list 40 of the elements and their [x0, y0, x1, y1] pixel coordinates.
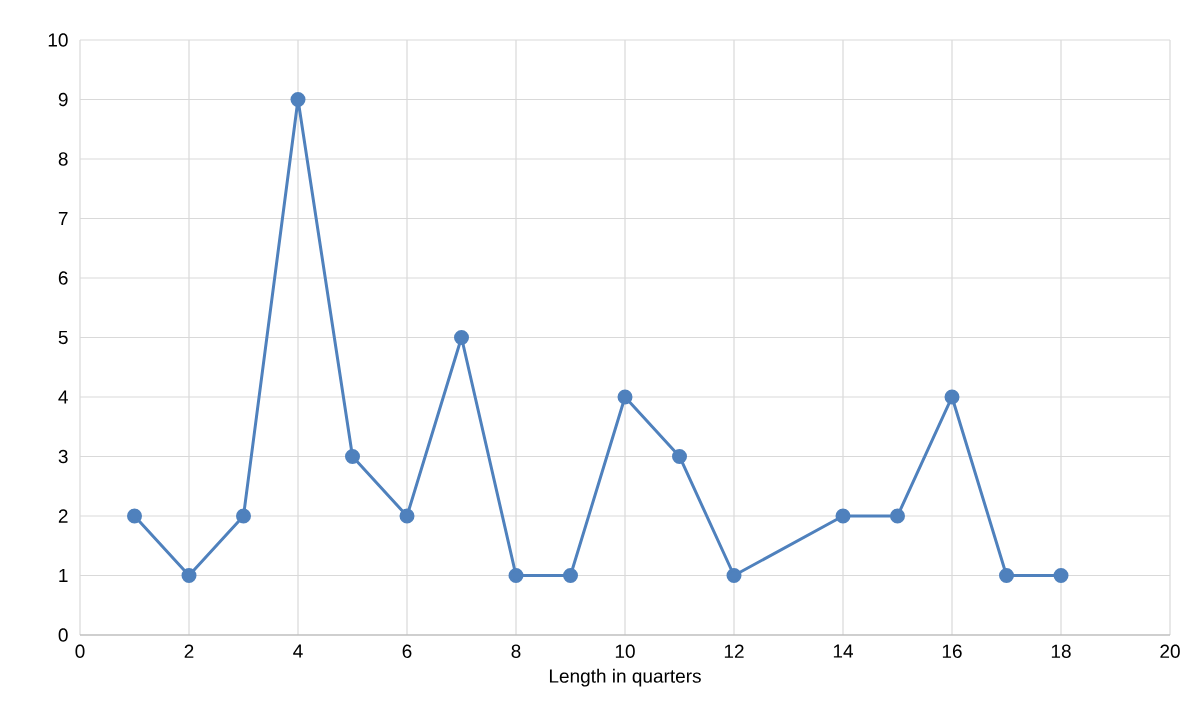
- point: [508, 568, 524, 583]
- x-tick-label: 8: [511, 644, 521, 658]
- point: [999, 568, 1015, 583]
- y-tick-label: 2: [58, 509, 68, 523]
- x-tick-label: 12: [724, 644, 744, 658]
- y-tick-label: 7: [58, 211, 68, 226]
- point: [890, 508, 906, 524]
- point: [944, 389, 960, 405]
- point: [181, 568, 197, 583]
- y-tick-label: 4: [58, 390, 68, 404]
- point: [399, 508, 415, 524]
- y-tick-label: 8: [58, 152, 68, 166]
- y-tick-label: 0: [58, 628, 68, 642]
- x-tick-label: 18: [1051, 644, 1071, 658]
- point: [835, 508, 851, 524]
- y-tick-label: 10: [48, 33, 68, 47]
- y-tick-label: 9: [58, 92, 68, 107]
- y-tick-label: 5: [58, 330, 68, 345]
- y-tick-label: 6: [58, 271, 68, 285]
- point: [1053, 568, 1069, 583]
- x-tick-label: 20: [1160, 644, 1180, 658]
- point: [345, 449, 361, 464]
- x-tick-label: 10: [615, 644, 635, 658]
- point: [672, 449, 688, 464]
- x-tick-label: 0: [75, 644, 85, 658]
- y-tick-label: 1: [59, 568, 68, 583]
- point: [563, 568, 579, 583]
- point: [617, 389, 633, 405]
- x-axis-title: Length in quarters: [549, 668, 701, 687]
- point: [290, 91, 306, 107]
- x-tick-label: 16: [942, 644, 962, 658]
- point: [726, 568, 742, 583]
- point: [127, 508, 143, 524]
- x-tick-label: 4: [293, 644, 303, 658]
- point: [454, 330, 470, 345]
- x-tick-label: 14: [833, 644, 854, 658]
- x-tick-label: 2: [184, 644, 194, 658]
- y-tick-label: 3: [58, 449, 68, 464]
- point: [236, 508, 252, 524]
- x-tick-label: 6: [402, 644, 412, 658]
